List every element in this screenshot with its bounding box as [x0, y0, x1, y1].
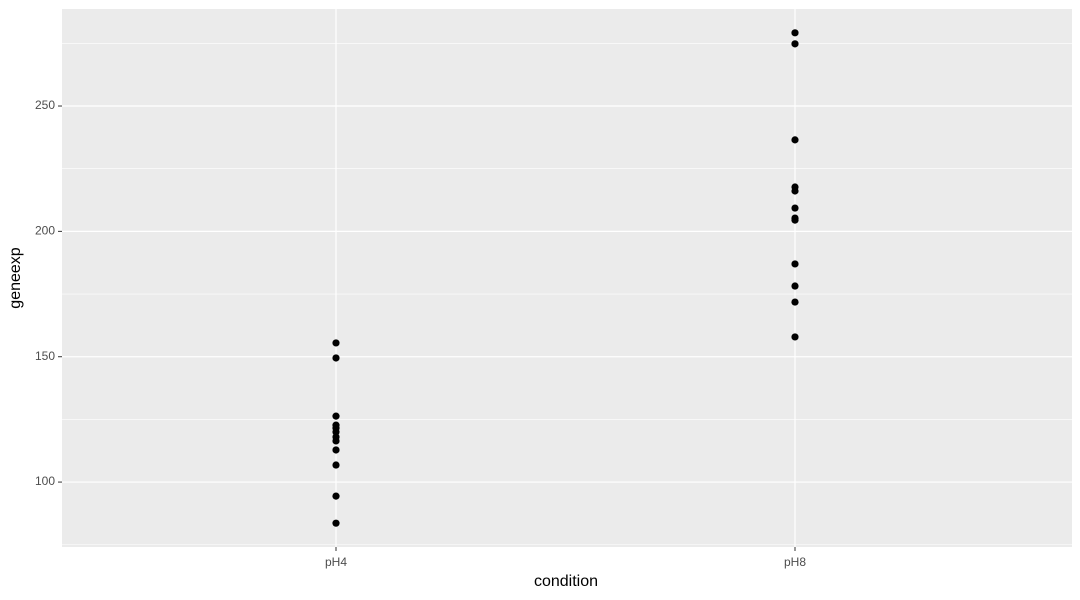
- point: [791, 333, 799, 341]
- point: [332, 446, 340, 454]
- marks: [332, 29, 799, 527]
- point: [332, 519, 340, 527]
- point: [791, 282, 799, 290]
- point: [332, 428, 340, 436]
- y-tick-label: 150: [35, 349, 55, 363]
- point: [791, 29, 799, 37]
- y-tick-label: 100: [35, 474, 55, 488]
- point: [791, 40, 799, 48]
- point: [332, 412, 340, 420]
- point: [332, 461, 340, 469]
- point: [791, 260, 799, 268]
- x-tick-label: pH4: [325, 555, 347, 569]
- y-axis-title: geneexp: [7, 247, 24, 308]
- point: [791, 298, 799, 306]
- point: [332, 339, 340, 347]
- point: [332, 437, 340, 445]
- panel: [62, 9, 1072, 547]
- point: [332, 492, 340, 500]
- y-tick-label: 200: [35, 224, 55, 238]
- x-axis-title: condition: [534, 573, 598, 590]
- point: [791, 136, 799, 144]
- point: [791, 204, 799, 212]
- y-tick-label: 250: [35, 98, 55, 112]
- point: [332, 354, 340, 362]
- point: [791, 216, 799, 224]
- x-tick-label: pH8: [784, 555, 806, 569]
- point: [791, 187, 799, 195]
- grid: [62, 9, 1072, 547]
